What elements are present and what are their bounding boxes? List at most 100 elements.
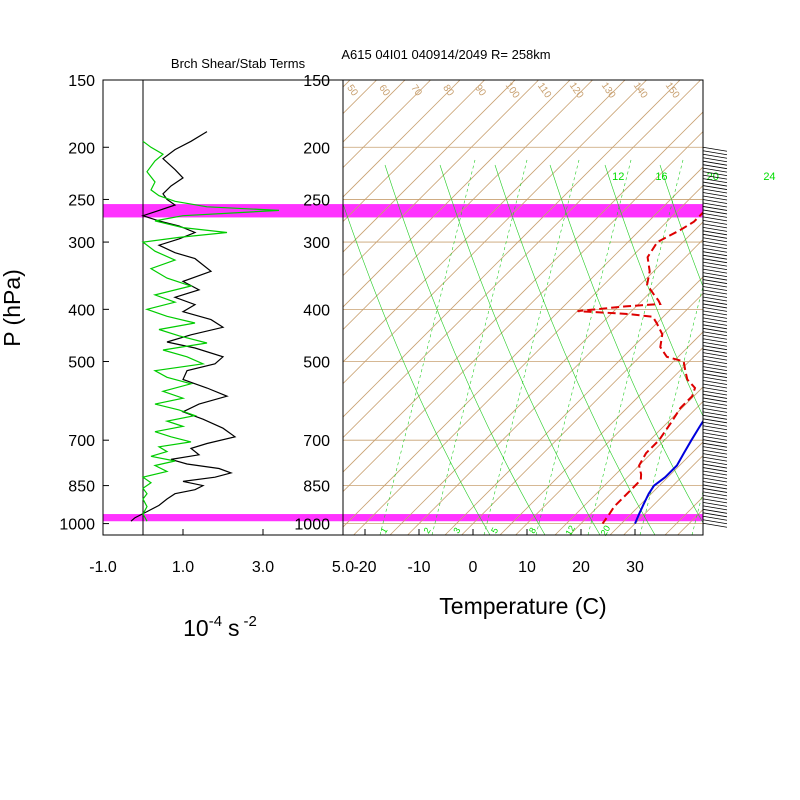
wind-barb [702,401,728,406]
theta-label: 90 [472,83,488,99]
wind-barb [702,387,728,392]
brch-y-tick-label: 250 [68,192,95,209]
wind-barb [702,251,728,257]
dewpoint-line [577,211,703,525]
theta-label: 70 [408,83,424,99]
wind-barb [702,421,728,427]
wind-barb [702,446,728,452]
bottom-ratio-label: 2 [422,526,433,535]
brch-y-tick-label: 150 [68,73,95,90]
skewt-y-tick-label: 400 [303,302,330,319]
dry-adiabat-line [343,80,571,308]
sounding-series [577,211,703,525]
wind-barb [702,206,728,211]
wind-barb [702,296,728,302]
wind-barb [702,488,728,493]
wind-barb [702,261,728,267]
theta-label: 110 [535,81,553,101]
isotherm-line [569,401,703,535]
wind-barb [702,484,728,490]
isotherm-line [343,80,485,223]
skewt-y-tick-label: 250 [303,192,330,209]
wind-barb [702,495,728,500]
skewt-y-tick-label: 150 [303,73,330,90]
wind-barb [702,394,728,399]
wind-barb [702,369,728,375]
wind-barb [702,425,728,431]
mixing-ratio-lines [343,159,800,535]
skewt-x-tick-label: 0 [469,559,478,576]
wind-barb [702,373,728,378]
wind-barb [702,303,728,309]
dry-adiabat-line [343,80,626,363]
wind-barb [702,240,728,246]
bottom-ratio-label: 20 [599,524,613,538]
brch-y-tick-label: 400 [68,302,95,319]
wind-barb [702,199,728,204]
bottom-ratio-label: 5 [489,526,500,535]
brch-y-tick-label: 850 [68,479,95,496]
dry-adiabat-line [343,80,681,418]
moist-adiabat-line [604,164,703,417]
brch-y-tick-label: 1000 [59,517,95,534]
wind-barb [702,174,728,180]
wind-barb [702,327,728,333]
wind-barb [702,289,728,295]
skewt-panel: 1216202428321235812205060708090100110120… [294,47,800,619]
wind-barb [702,463,728,469]
wind-barb [702,185,728,190]
isotherm-line [343,80,701,439]
wind-barb [702,324,728,330]
x-label-base: 10 [183,615,209,641]
wind-barb [702,508,728,514]
wind-barb [702,244,728,250]
wind-barb [702,153,728,159]
wind-barb [702,300,728,305]
wind-barb [702,254,728,260]
skewt-y-tick-label: 500 [303,355,330,372]
wind-barb [702,160,728,166]
moist-adiabat-line [439,164,601,535]
wind-barb [702,456,728,462]
wind-barb [702,202,728,208]
dry-adiabat-line [609,441,703,535]
brch-y-tick-label: 700 [68,433,95,450]
moist-adiabat-line [384,164,546,535]
skewt-x-tick-labels: -20 -10 0 10 20 30 [353,529,644,576]
wind-barb [702,512,728,518]
wind-barb [702,167,728,173]
dry-adiabat-line [343,80,516,253]
wind-barb [702,164,728,170]
wind-barb [702,515,728,521]
mixing-ratio-line [379,159,476,535]
wind-barb [702,279,728,284]
bottom-ratio-label: 8 [527,526,538,535]
wind-barb [702,460,728,465]
skewt-y-tick-labels: 150 200 250 300 400 500 700 850 1000 [294,73,330,534]
wind-barb [702,226,728,232]
isotherm-line [343,80,431,169]
wind-barb [702,442,728,448]
skewt-x-tick-label: 20 [572,559,590,576]
isotherm-line [786,80,800,535]
skewt-grid [343,80,800,535]
wind-barb [702,397,728,403]
bottom-ratio-label: 12 [563,524,577,538]
skewt-y-tick-label: 300 [303,235,330,252]
brch-panel-title: Brch Shear/Stab Terms [171,56,306,71]
mixing-ratio-line [744,160,800,535]
wind-barb [702,404,728,410]
theta-label: 60 [376,83,392,99]
wind-barb [702,247,728,253]
wind-barb [702,467,728,472]
skewt-highlight-band [343,514,703,522]
brch-stab-line [141,140,280,522]
mixing-ratio-line [639,285,703,535]
wind-barb [702,146,728,152]
wind-barb [702,282,728,288]
wind-barb [702,230,728,236]
wind-barb [702,268,728,274]
wind-barb [702,265,728,271]
wind-barb [702,505,728,511]
moist-adiabat-line [770,165,800,535]
